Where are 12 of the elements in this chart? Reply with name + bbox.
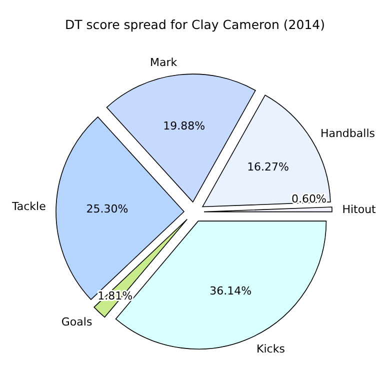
data-label: 0.60%: [291, 192, 326, 206]
slice-label: Tackle: [10, 200, 46, 214]
slice-label: Goals: [61, 315, 92, 328]
chart-title: DT score spread for Clay Cameron (2014): [65, 17, 325, 32]
data-label: 19.88%: [163, 120, 206, 133]
data-label: 16.27%: [247, 160, 290, 174]
slice-label: Mark: [150, 56, 178, 70]
data-label: 36.14%: [210, 284, 252, 298]
data-label: 25.30%: [86, 202, 128, 216]
slice-label: Hitout: [342, 203, 377, 216]
slice-label: Kicks: [256, 342, 286, 356]
slice-label: Handballs: [320, 127, 376, 140]
